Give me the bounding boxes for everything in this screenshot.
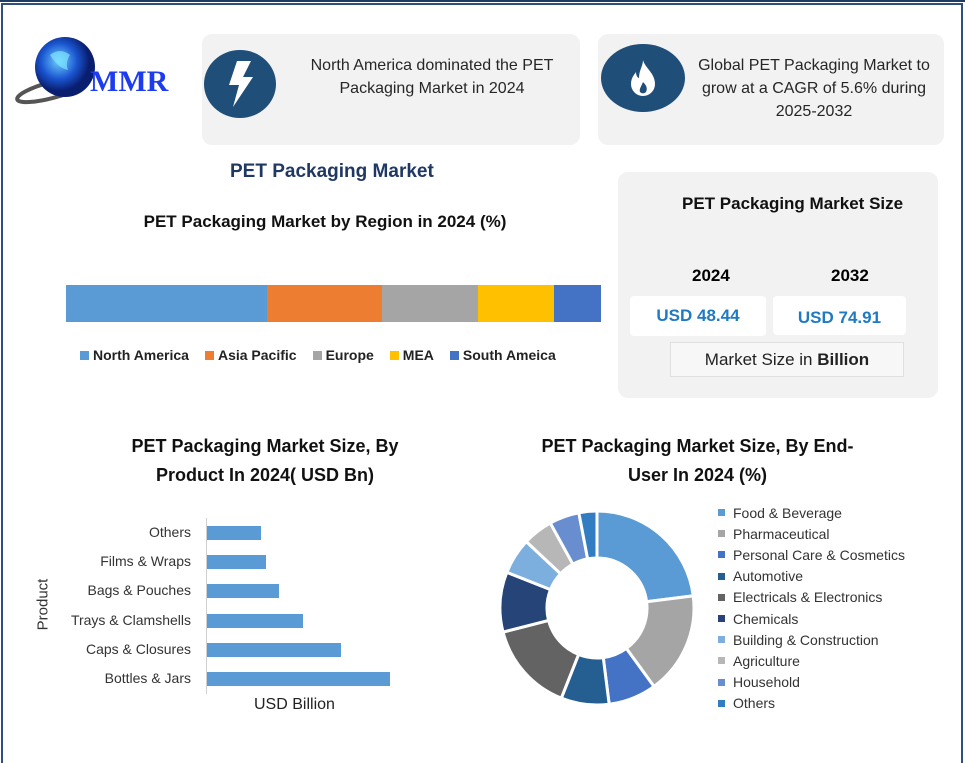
legend-swatch — [718, 551, 725, 559]
region-segment — [266, 285, 382, 322]
legend-item: Food & Beverage — [718, 502, 905, 523]
legend-item: Chemicals — [718, 608, 905, 629]
top-border — [0, 0, 965, 2]
product-bar — [207, 555, 267, 570]
flame-icon — [601, 44, 685, 112]
globe-icon — [15, 37, 95, 105]
insight-card-region: North America dominated the PET Packagin… — [202, 34, 580, 145]
legend-item: Automotive — [718, 566, 905, 587]
enduser-chart-title: PET Packaging Market Size, By End-User I… — [541, 436, 854, 485]
region-segment — [477, 285, 554, 322]
legend-swatch — [204, 350, 214, 360]
legend-label: Building & Construction — [733, 631, 879, 648]
legend-item: South Ameica — [449, 347, 556, 363]
legend-label: Others — [733, 695, 776, 712]
unit-prefix: Market Size in — [704, 349, 818, 369]
page-frame — [1, 3, 963, 763]
legend-item: Household — [718, 672, 905, 693]
legend-swatch — [449, 350, 459, 360]
unit-bold: Billion — [817, 349, 870, 369]
legend-item: Europe — [312, 347, 374, 363]
legend-label: Pharmaceutical — [733, 525, 830, 542]
y-axis-line — [206, 518, 207, 694]
legend-swatch — [718, 678, 725, 686]
value-2032: USD 74.91 — [773, 296, 906, 335]
lightning-icon — [204, 50, 276, 118]
region-segment — [66, 285, 267, 322]
legend-swatch — [718, 509, 725, 517]
category-label: Bags & Pouches — [87, 582, 191, 599]
region-segment — [381, 285, 478, 322]
page-title: PET Packaging Market — [230, 161, 434, 182]
legend-label: Food & Beverage — [733, 504, 842, 521]
legend-swatch — [718, 593, 725, 601]
legend-item: Personal Care & Cosmetics — [718, 544, 905, 565]
legend-swatch — [718, 572, 725, 580]
legend-item: Pharmaceutical — [718, 523, 905, 544]
insight-card-cagr: Global PET Packaging Market to grow at a… — [598, 34, 944, 145]
donut-slice — [501, 618, 581, 701]
category-label: Caps & Closures — [85, 640, 191, 657]
legend-label: MEA — [402, 347, 434, 363]
insight-text: North America dominated the PET Packagin… — [310, 57, 554, 97]
unit-label: Market Size in Billion — [670, 342, 904, 377]
legend-label: Asia Pacific — [217, 347, 297, 363]
legend-item: North America — [80, 347, 189, 363]
region-segment — [553, 285, 601, 322]
legend-item: MEA — [389, 347, 434, 363]
legend-label: Europe — [325, 347, 374, 363]
product-chart-title: PET Packaging Market Size, By Product In… — [131, 436, 399, 485]
category-label: Trays & Clamshells — [70, 611, 191, 628]
legend-label: Agriculture — [733, 652, 800, 669]
legend-item: Agriculture — [718, 650, 905, 671]
product-bar — [207, 642, 342, 657]
legend-label: Electricals & Electronics — [733, 589, 883, 606]
legend-label: Chemicals — [733, 610, 799, 627]
legend-swatch — [389, 350, 399, 360]
market-size-title: PET Packaging Market Size — [682, 194, 904, 213]
legend-label: Personal Care & Cosmetics — [733, 546, 905, 563]
legend-swatch — [718, 615, 725, 623]
y-axis-label: Product — [34, 578, 52, 631]
region-stacked-bar — [66, 285, 601, 322]
enduser-legend: Food & Beverage Pharmaceutical Personal Ca… — [718, 502, 905, 714]
legend-label: South Ameica — [462, 347, 556, 363]
donut-slice — [595, 509, 695, 604]
year-2032: 2032 — [831, 266, 869, 285]
legend-label: North America — [93, 347, 189, 363]
product-bar — [207, 613, 304, 628]
donut-slice — [577, 509, 599, 561]
category-label: Films & Wraps — [100, 553, 191, 570]
logo-text: MMR — [90, 65, 169, 98]
product-bar — [207, 672, 390, 686]
legend-swatch — [312, 350, 322, 360]
legend-swatch — [718, 699, 725, 707]
legend-item: Others — [718, 693, 905, 714]
logo: MMR — [10, 35, 190, 105]
year-2024: 2024 — [692, 266, 730, 285]
product-bar — [207, 526, 262, 540]
legend-swatch — [718, 636, 725, 644]
legend-label: Automotive — [733, 568, 804, 585]
legend-label: Household — [733, 674, 800, 691]
category-label: Others — [148, 524, 191, 540]
legend-swatch — [718, 530, 725, 538]
product-bar — [207, 584, 279, 599]
legend-swatch — [718, 657, 725, 665]
region-legend: North America Asia Pacific Europe MEA South … — [80, 347, 572, 363]
legend-swatch — [80, 350, 89, 360]
insight-text: Global PET Packaging Market to grow at a… — [698, 57, 930, 120]
legend-item: Electricals & Electronics — [718, 587, 905, 608]
enduser-donut-chart — [498, 509, 696, 707]
market-size-panel: PET Packaging Market Size 2024 2032 USD … — [618, 172, 938, 398]
legend-item: Building & Construction — [718, 629, 905, 650]
value-2024: USD 48.44 — [630, 296, 766, 336]
category-label: Bottles & Jars — [104, 670, 191, 686]
legend-item: Asia Pacific — [204, 347, 297, 363]
region-chart-title: PET Packaging Market by Region in 2024 (… — [143, 212, 507, 231]
x-axis-label: USD Billion — [254, 696, 335, 713]
